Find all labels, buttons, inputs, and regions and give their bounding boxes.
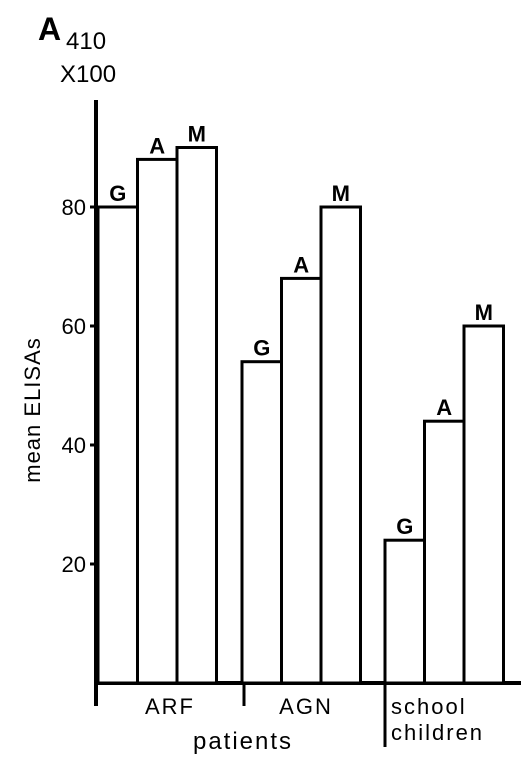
bars [96,146,505,685]
y-axis-label: mean ELISAs [20,337,45,483]
bar [240,360,283,685]
chart-title-multiplier: X100 [60,61,116,88]
bar [423,419,466,685]
bar [136,157,179,685]
bar [96,205,139,685]
group-label-line: children [391,720,484,745]
y-tick-label: 40 [62,433,86,458]
bar-label: A [293,252,309,277]
bar-label: G [109,181,126,206]
chart-title: A [38,11,61,47]
bar [319,205,362,685]
y-tick-label: 80 [62,195,86,220]
chart-title-subscript: 410 [66,28,106,55]
group-label: ARF [145,694,195,719]
x-axis-group-label: patients [193,728,293,755]
group-label-line: school [391,694,467,719]
y-ticks: 20 40 60 80 [62,195,99,577]
bar-label: M [332,181,350,206]
bar-label: A [149,133,165,158]
group-label: AGN [279,694,333,719]
bar-label: G [253,336,270,361]
bar [462,324,505,685]
bar [280,276,323,685]
bar-label: M [188,122,206,147]
bar-label: A [436,395,452,420]
y-tick-label: 20 [62,552,86,577]
y-tick-label: 60 [62,314,86,339]
bar-label: M [475,300,493,325]
bar [383,538,426,685]
bar [175,146,218,685]
bar-label: G [396,514,413,539]
